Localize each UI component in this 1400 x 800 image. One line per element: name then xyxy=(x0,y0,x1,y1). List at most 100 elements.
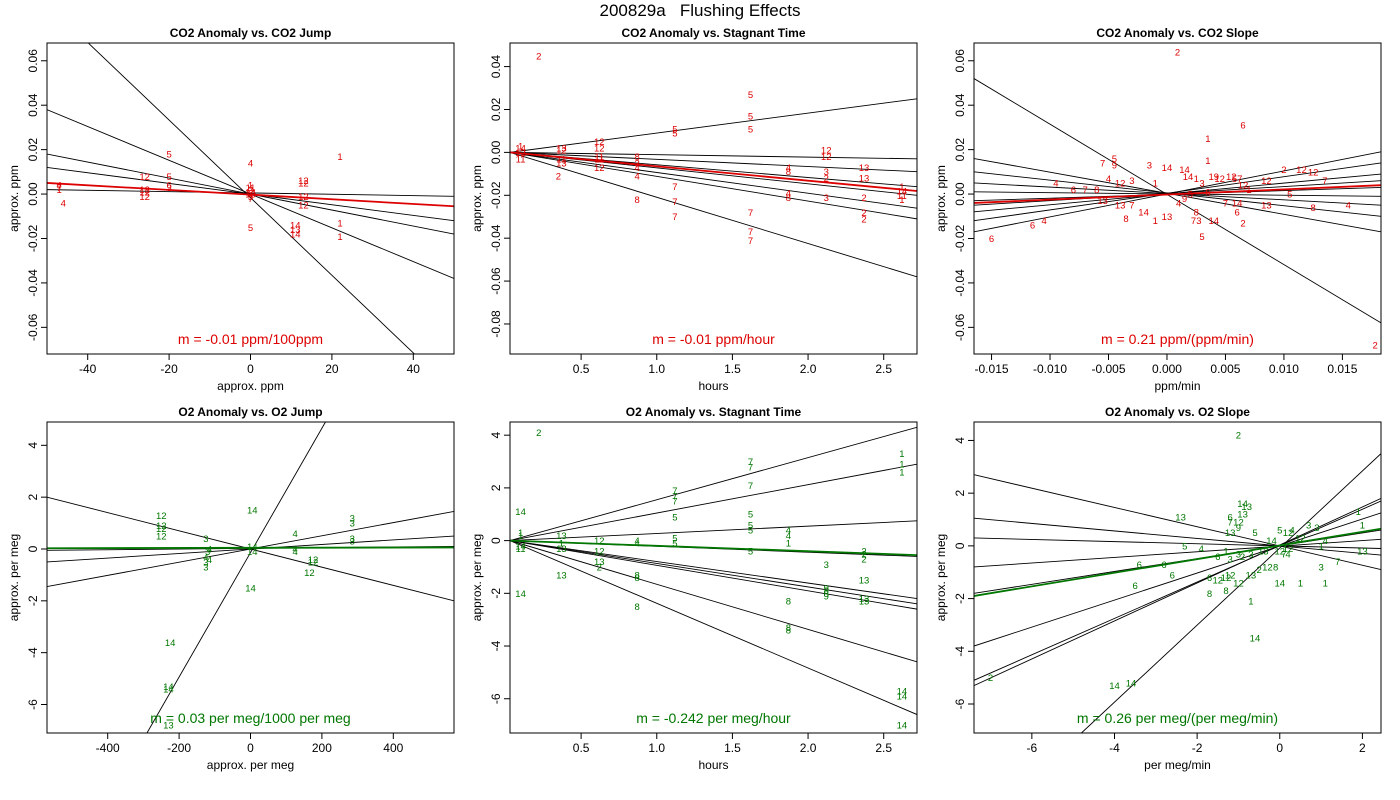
plot-frame xyxy=(46,421,455,734)
x-tick-label: -400 xyxy=(96,741,120,755)
x-tick-label: 2 xyxy=(1359,741,1366,755)
data-point-label: 3 xyxy=(350,513,355,524)
data-point-label: 12 xyxy=(1226,172,1237,183)
data-point-label: 4 xyxy=(292,529,297,540)
y-tick-label: 0 xyxy=(489,537,503,544)
data-point-label: 12 xyxy=(821,146,832,157)
panel-5: 2141111141413113131212132448887775557775… xyxy=(470,405,918,772)
data-point-label: 3 xyxy=(1318,562,1323,573)
data-point-label: 12 xyxy=(1296,165,1307,176)
data-point-label: 3 xyxy=(824,167,829,178)
slope-annotation: m = 0.21 ppm/(ppm/min) xyxy=(1101,331,1254,347)
data-point-label: 4 xyxy=(61,198,66,209)
data-point-label: 2 xyxy=(988,673,993,684)
data-point-label: 1 xyxy=(1246,185,1251,196)
data-point-label: 2 xyxy=(1236,431,1241,442)
y-tick-label: -0.04 xyxy=(953,269,967,297)
data-point-label: 5 xyxy=(1252,528,1257,539)
data-point-label: 6 xyxy=(1161,560,1166,571)
data-point-label: 13 xyxy=(245,190,256,201)
y-tick-label: 2 xyxy=(953,490,967,497)
data-point-label: 1 xyxy=(1248,597,1253,608)
data-point-label: 11 xyxy=(516,154,526,165)
data-point-label: 3 xyxy=(634,159,639,170)
data-point-label: 12 xyxy=(156,532,167,543)
data-point-label: 12 xyxy=(308,557,319,568)
data-point-label: 5 xyxy=(672,533,677,544)
data-point-label: 6 xyxy=(1132,581,1137,592)
data-point-label: 1 xyxy=(1298,578,1303,589)
regression-line xyxy=(510,540,917,663)
data-point-label: 13 xyxy=(290,225,301,236)
data-point-label: 1 xyxy=(337,232,342,243)
data-point-label: 3 xyxy=(166,183,171,194)
y-tick-label: -6 xyxy=(489,693,503,704)
data-point-label: 12 xyxy=(1233,578,1244,589)
data-point-label: 1 xyxy=(899,468,904,479)
y-tick-label: 0.04 xyxy=(953,93,967,117)
data-point-label: 4 xyxy=(1053,178,1058,189)
regression-line xyxy=(510,540,917,605)
data-point-label: 7 xyxy=(748,208,753,219)
data-point-label: 9 xyxy=(1182,194,1187,205)
data-point-label: 12 xyxy=(594,547,605,558)
regression-line xyxy=(146,422,326,733)
data-point-label: 1 xyxy=(899,182,904,193)
x-tick-label: 1.0 xyxy=(648,741,665,755)
data-point-label: 7 xyxy=(1281,549,1286,560)
x-tick-label: 2.5 xyxy=(875,362,892,376)
data-point-label: 13 xyxy=(556,544,567,555)
data-point-label: 13 xyxy=(1241,502,1252,513)
x-tick-label: -40 xyxy=(79,362,97,376)
data-point-label: 7 xyxy=(248,194,253,205)
data-point-label: 9 xyxy=(1236,523,1241,534)
x-tick-label: -0.010 xyxy=(1033,362,1067,376)
data-point-label: 2 xyxy=(861,555,866,566)
x-axis-label: hours xyxy=(698,379,728,393)
data-point-label: 14 xyxy=(1162,163,1173,174)
data-point-label: 12 xyxy=(1283,528,1294,539)
plot-frame xyxy=(509,421,918,734)
y-tick-label: 0.06 xyxy=(953,49,967,73)
regression-line xyxy=(510,540,917,610)
data-point-label: 13 xyxy=(1097,196,1108,207)
x-axis-label: approx. ppm xyxy=(217,379,284,393)
data-point-label: 14 xyxy=(1250,634,1261,645)
data-point-label: 6 xyxy=(1071,185,1076,196)
data-point-label: 3 xyxy=(203,563,208,574)
data-point-label: 14 xyxy=(897,721,908,732)
y-tick-label: -2 xyxy=(953,593,967,604)
y-axis-label: approx. ppm xyxy=(934,165,948,232)
data-point-label: 2 xyxy=(1240,218,1245,229)
x-tick-label: 0.015 xyxy=(1327,362,1357,376)
y-tick-label: 0.02 xyxy=(489,97,503,121)
data-point-label: 11 xyxy=(516,544,526,555)
data-point-label: 3 xyxy=(205,547,210,558)
data-point-label: 4 xyxy=(634,536,639,547)
regression-line xyxy=(87,43,416,354)
data-point-label: 7 xyxy=(1322,176,1327,187)
data-point-label: 7 xyxy=(748,236,753,247)
x-tick-label: -0.005 xyxy=(1091,362,1125,376)
data-point-label: 7 xyxy=(748,462,753,473)
overall-fit-line xyxy=(974,527,1381,597)
slope-annotation: m = 0.03 per meg/1000 per meg xyxy=(150,710,350,726)
data-point-label: 8 xyxy=(1123,214,1128,225)
data-point-label: 12 xyxy=(298,178,309,189)
regression-line xyxy=(510,151,917,160)
data-point-label: 5 xyxy=(672,124,677,135)
data-point-label: 4 xyxy=(1199,544,1204,555)
x-tick-label: 2.5 xyxy=(875,741,892,755)
data-point-label: 3 xyxy=(1147,161,1152,172)
data-point-label: 1 xyxy=(1205,134,1210,145)
y-tick-label: -0.02 xyxy=(953,224,967,252)
data-point-label: 4 xyxy=(634,163,639,174)
y-tick-label: 0 xyxy=(26,545,40,552)
figure-title: 200829a Flushing Effects xyxy=(599,1,801,20)
data-point-label: 6 xyxy=(1234,207,1239,218)
data-point-label: 14 xyxy=(1138,207,1149,218)
overall-fit-line xyxy=(510,151,917,192)
